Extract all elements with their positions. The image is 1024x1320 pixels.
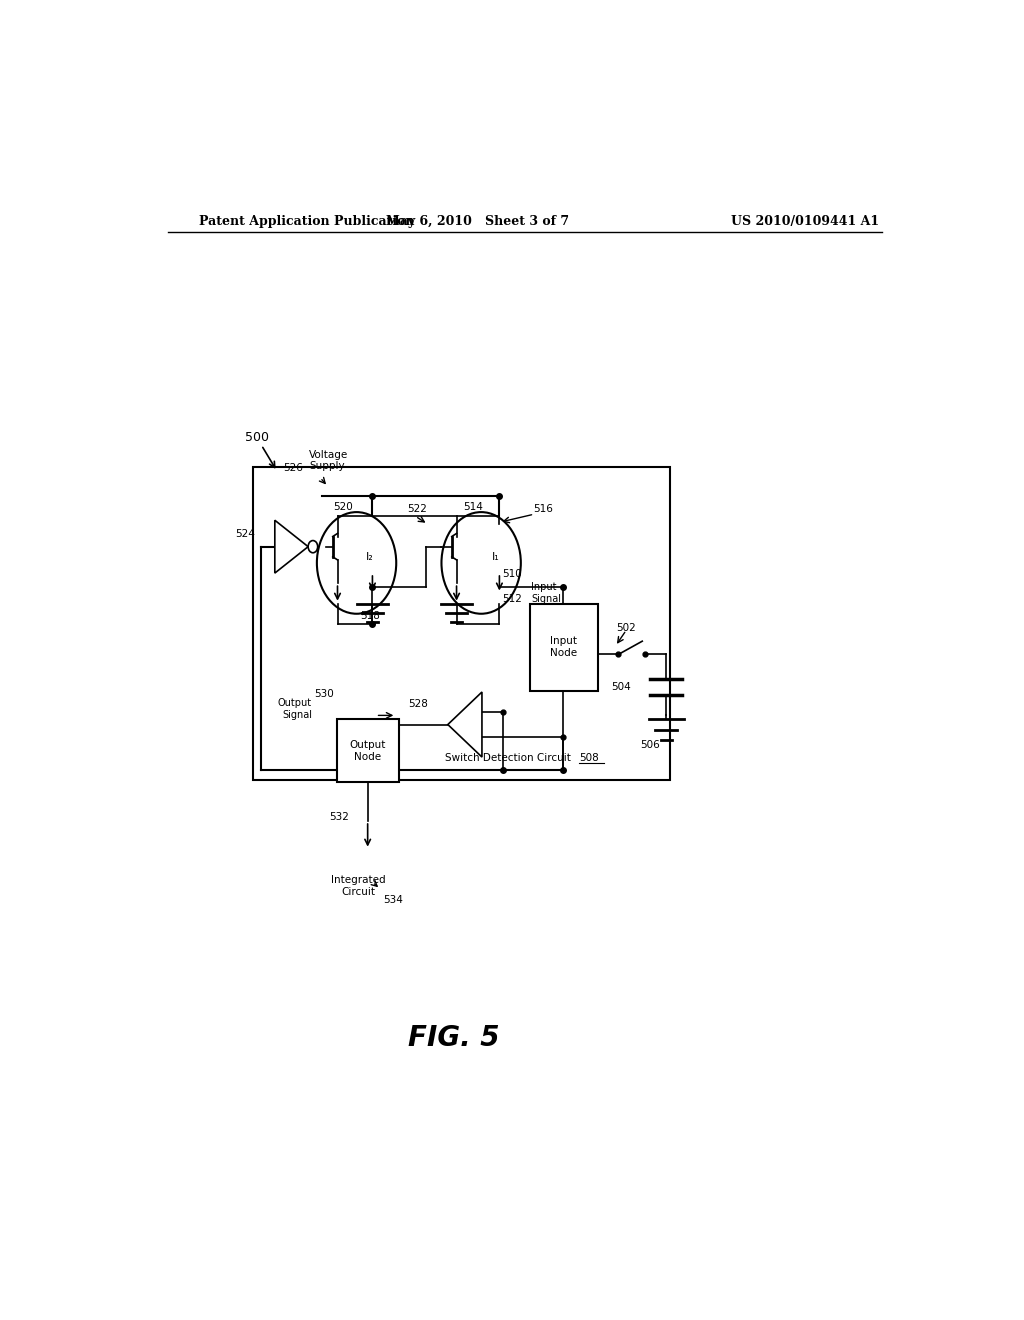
Text: 508: 508	[579, 754, 598, 763]
Text: 532: 532	[329, 812, 348, 822]
Text: Voltage
Supply: Voltage Supply	[309, 450, 348, 471]
Circle shape	[308, 541, 317, 553]
Circle shape	[441, 512, 521, 614]
Bar	[253, 467, 670, 780]
Circle shape	[316, 512, 396, 614]
Text: I₂: I₂	[367, 552, 374, 562]
Text: 520: 520	[333, 502, 352, 512]
Text: FIG. 5: FIG. 5	[408, 1023, 499, 1052]
Text: 510: 510	[503, 569, 522, 579]
Text: Output
Node: Output Node	[349, 741, 386, 762]
Text: 506: 506	[640, 739, 659, 750]
Text: 530: 530	[313, 689, 334, 700]
Text: Patent Application Publication: Patent Application Publication	[200, 215, 415, 228]
Text: 518: 518	[359, 611, 380, 620]
FancyBboxPatch shape	[529, 603, 598, 690]
Text: 504: 504	[611, 682, 631, 692]
Text: 514: 514	[463, 502, 482, 512]
Text: 512: 512	[502, 594, 521, 603]
Polygon shape	[447, 692, 482, 758]
Text: 522: 522	[408, 504, 427, 515]
Text: 502: 502	[616, 623, 636, 634]
Text: 516: 516	[532, 504, 553, 515]
Text: 528: 528	[409, 700, 428, 709]
Text: 524: 524	[236, 529, 255, 540]
Text: May 6, 2010   Sheet 3 of 7: May 6, 2010 Sheet 3 of 7	[386, 215, 568, 228]
Text: Output
Signal: Output Signal	[278, 698, 312, 721]
Text: US 2010/0109441 A1: US 2010/0109441 A1	[731, 215, 880, 228]
FancyBboxPatch shape	[337, 719, 399, 783]
Text: Input
Node: Input Node	[550, 636, 578, 659]
Text: 500: 500	[246, 432, 269, 445]
Polygon shape	[274, 520, 308, 573]
Text: Integrated
Circuit: Integrated Circuit	[331, 875, 385, 896]
Text: 534: 534	[384, 895, 403, 906]
Text: 526: 526	[283, 463, 303, 474]
Text: Switch Detection Circuit: Switch Detection Circuit	[445, 754, 574, 763]
Text: Input
Signal: Input Signal	[531, 582, 561, 603]
Text: I₁: I₁	[492, 552, 500, 562]
